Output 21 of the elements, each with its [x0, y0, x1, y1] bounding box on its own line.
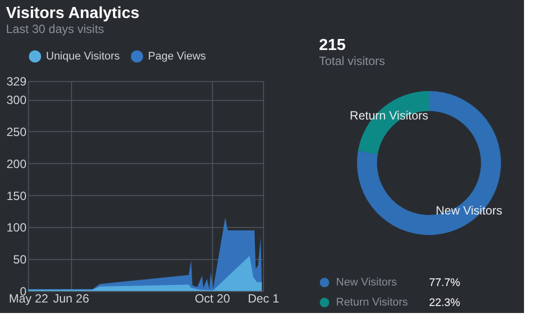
- legend-label: Return Visitors: [336, 296, 408, 308]
- chart-subtitle: Last 30 days visits: [6, 22, 104, 36]
- legend-label: Page Views: [148, 50, 206, 62]
- legend-label: New Visitors: [336, 276, 398, 288]
- y-tick-label: 329: [6, 74, 27, 88]
- data-label: 22.3%: [429, 297, 460, 309]
- y-tick-label: 300: [6, 93, 27, 108]
- legend-label: Unique Visitors: [46, 50, 120, 62]
- y-tick-label: 100: [6, 220, 27, 235]
- y-tick-label: 50: [13, 252, 27, 267]
- x-tick-label: Jun 26: [53, 292, 90, 306]
- chart-title: 215: [319, 37, 346, 54]
- slice-label: Return Visitors: [350, 108, 428, 123]
- data-label: 77.7%: [429, 277, 460, 289]
- y-tick-label: 200: [6, 156, 27, 171]
- y-tick-label: 150: [6, 188, 27, 203]
- chart-title: Visitors Analytics: [6, 5, 140, 22]
- chart-subtitle: Total visitors: [319, 54, 386, 68]
- x-tick-label: Oct 20: [194, 292, 230, 306]
- y-tick-label: 250: [6, 124, 27, 139]
- x-tick-label: Dec 1: [248, 292, 280, 306]
